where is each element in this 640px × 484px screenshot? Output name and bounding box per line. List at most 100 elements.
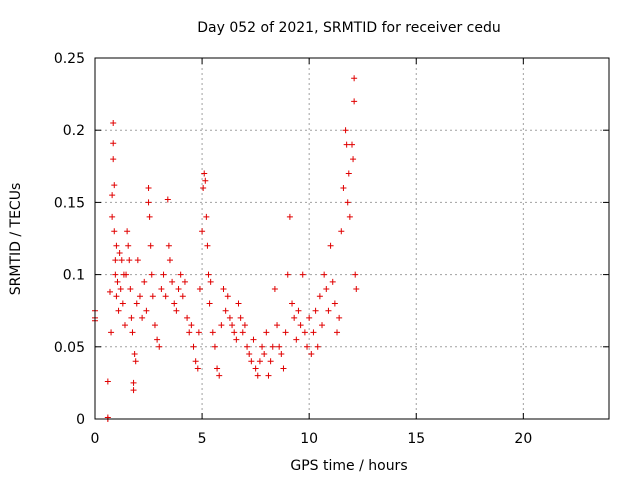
data-point — [127, 286, 134, 293]
data-point — [109, 192, 116, 199]
data-point — [246, 351, 253, 358]
data-point — [148, 271, 155, 278]
data-point — [113, 293, 120, 300]
data-point — [334, 329, 341, 336]
data-point — [211, 343, 218, 350]
data-point — [265, 372, 272, 379]
data-point — [108, 329, 115, 336]
data-point — [111, 182, 118, 189]
data-point — [244, 343, 251, 350]
data-point — [271, 286, 278, 293]
data-point — [109, 213, 116, 220]
data-point — [329, 278, 336, 285]
data-point — [132, 358, 139, 365]
data-point — [308, 351, 315, 358]
data-point — [112, 257, 119, 264]
data-point — [131, 351, 138, 358]
data-point — [171, 300, 178, 307]
data-point — [214, 365, 221, 372]
data-point — [104, 378, 111, 385]
data-point — [133, 300, 140, 307]
data-point — [110, 119, 117, 126]
data-point — [351, 98, 358, 105]
data-point — [293, 336, 300, 343]
data-point — [338, 228, 345, 235]
data-point — [203, 213, 210, 220]
data-point — [235, 300, 242, 307]
data-point — [254, 372, 261, 379]
data-point — [175, 286, 182, 293]
data-point — [239, 329, 246, 336]
data-point — [186, 329, 193, 336]
data-point — [164, 196, 171, 203]
data-point — [156, 343, 163, 350]
data-point — [351, 75, 358, 82]
data-point — [299, 271, 306, 278]
data-point — [130, 387, 137, 394]
data-point — [169, 278, 176, 285]
data-point — [284, 271, 291, 278]
data-point — [207, 278, 214, 285]
axis-ticks: 0 5 10 15 20 0 0.05 0.1 0.15 0.2 0.25 — [54, 51, 609, 447]
data-point — [188, 322, 195, 329]
data-point — [166, 257, 173, 264]
data-point — [325, 307, 332, 314]
data-point — [289, 300, 296, 307]
data-point — [344, 199, 351, 206]
data-point — [295, 307, 302, 314]
data-point — [218, 322, 225, 329]
data-point — [209, 329, 216, 336]
data-point — [196, 286, 203, 293]
data-point — [345, 170, 352, 177]
data-point — [141, 278, 148, 285]
data-point — [134, 257, 141, 264]
data-point — [286, 213, 293, 220]
data-point — [280, 365, 287, 372]
data-point — [259, 343, 266, 350]
data-point — [110, 156, 117, 163]
data-point — [149, 293, 156, 300]
data-point — [199, 228, 206, 235]
data-point — [181, 278, 188, 285]
data-point — [346, 213, 353, 220]
data-point — [321, 271, 328, 278]
data-point — [352, 271, 359, 278]
data-point — [125, 242, 132, 249]
data-point — [201, 170, 208, 177]
y-tick-label: 0 — [76, 412, 85, 428]
data-point — [263, 329, 270, 336]
data-point — [316, 293, 323, 300]
data-point — [195, 329, 202, 336]
data-point — [205, 271, 212, 278]
data-point — [126, 257, 133, 264]
data-point — [248, 358, 255, 365]
data-point — [154, 336, 161, 343]
data-point — [112, 271, 119, 278]
data-point — [349, 141, 355, 148]
data-point — [119, 300, 126, 307]
data-point — [200, 184, 207, 191]
grid-lines — [95, 58, 609, 419]
data-point — [331, 300, 338, 307]
data-point — [202, 177, 209, 184]
data-point — [206, 300, 213, 307]
data-point — [353, 286, 360, 293]
x-tick-label: 0 — [91, 431, 100, 447]
data-point — [145, 199, 152, 206]
data-point — [220, 286, 227, 293]
data-point — [136, 293, 143, 300]
y-tick-label: 0.05 — [54, 340, 85, 356]
data-point — [222, 307, 229, 314]
data-point — [350, 156, 357, 163]
x-tick-label: 20 — [514, 431, 532, 447]
data-point — [146, 213, 153, 220]
data-point — [147, 242, 154, 249]
data-point — [143, 307, 150, 314]
data-point — [139, 314, 146, 321]
data-point — [160, 271, 167, 278]
data-point — [310, 329, 317, 336]
data-point — [121, 322, 128, 329]
data-point — [110, 140, 117, 147]
data-point — [117, 286, 124, 293]
